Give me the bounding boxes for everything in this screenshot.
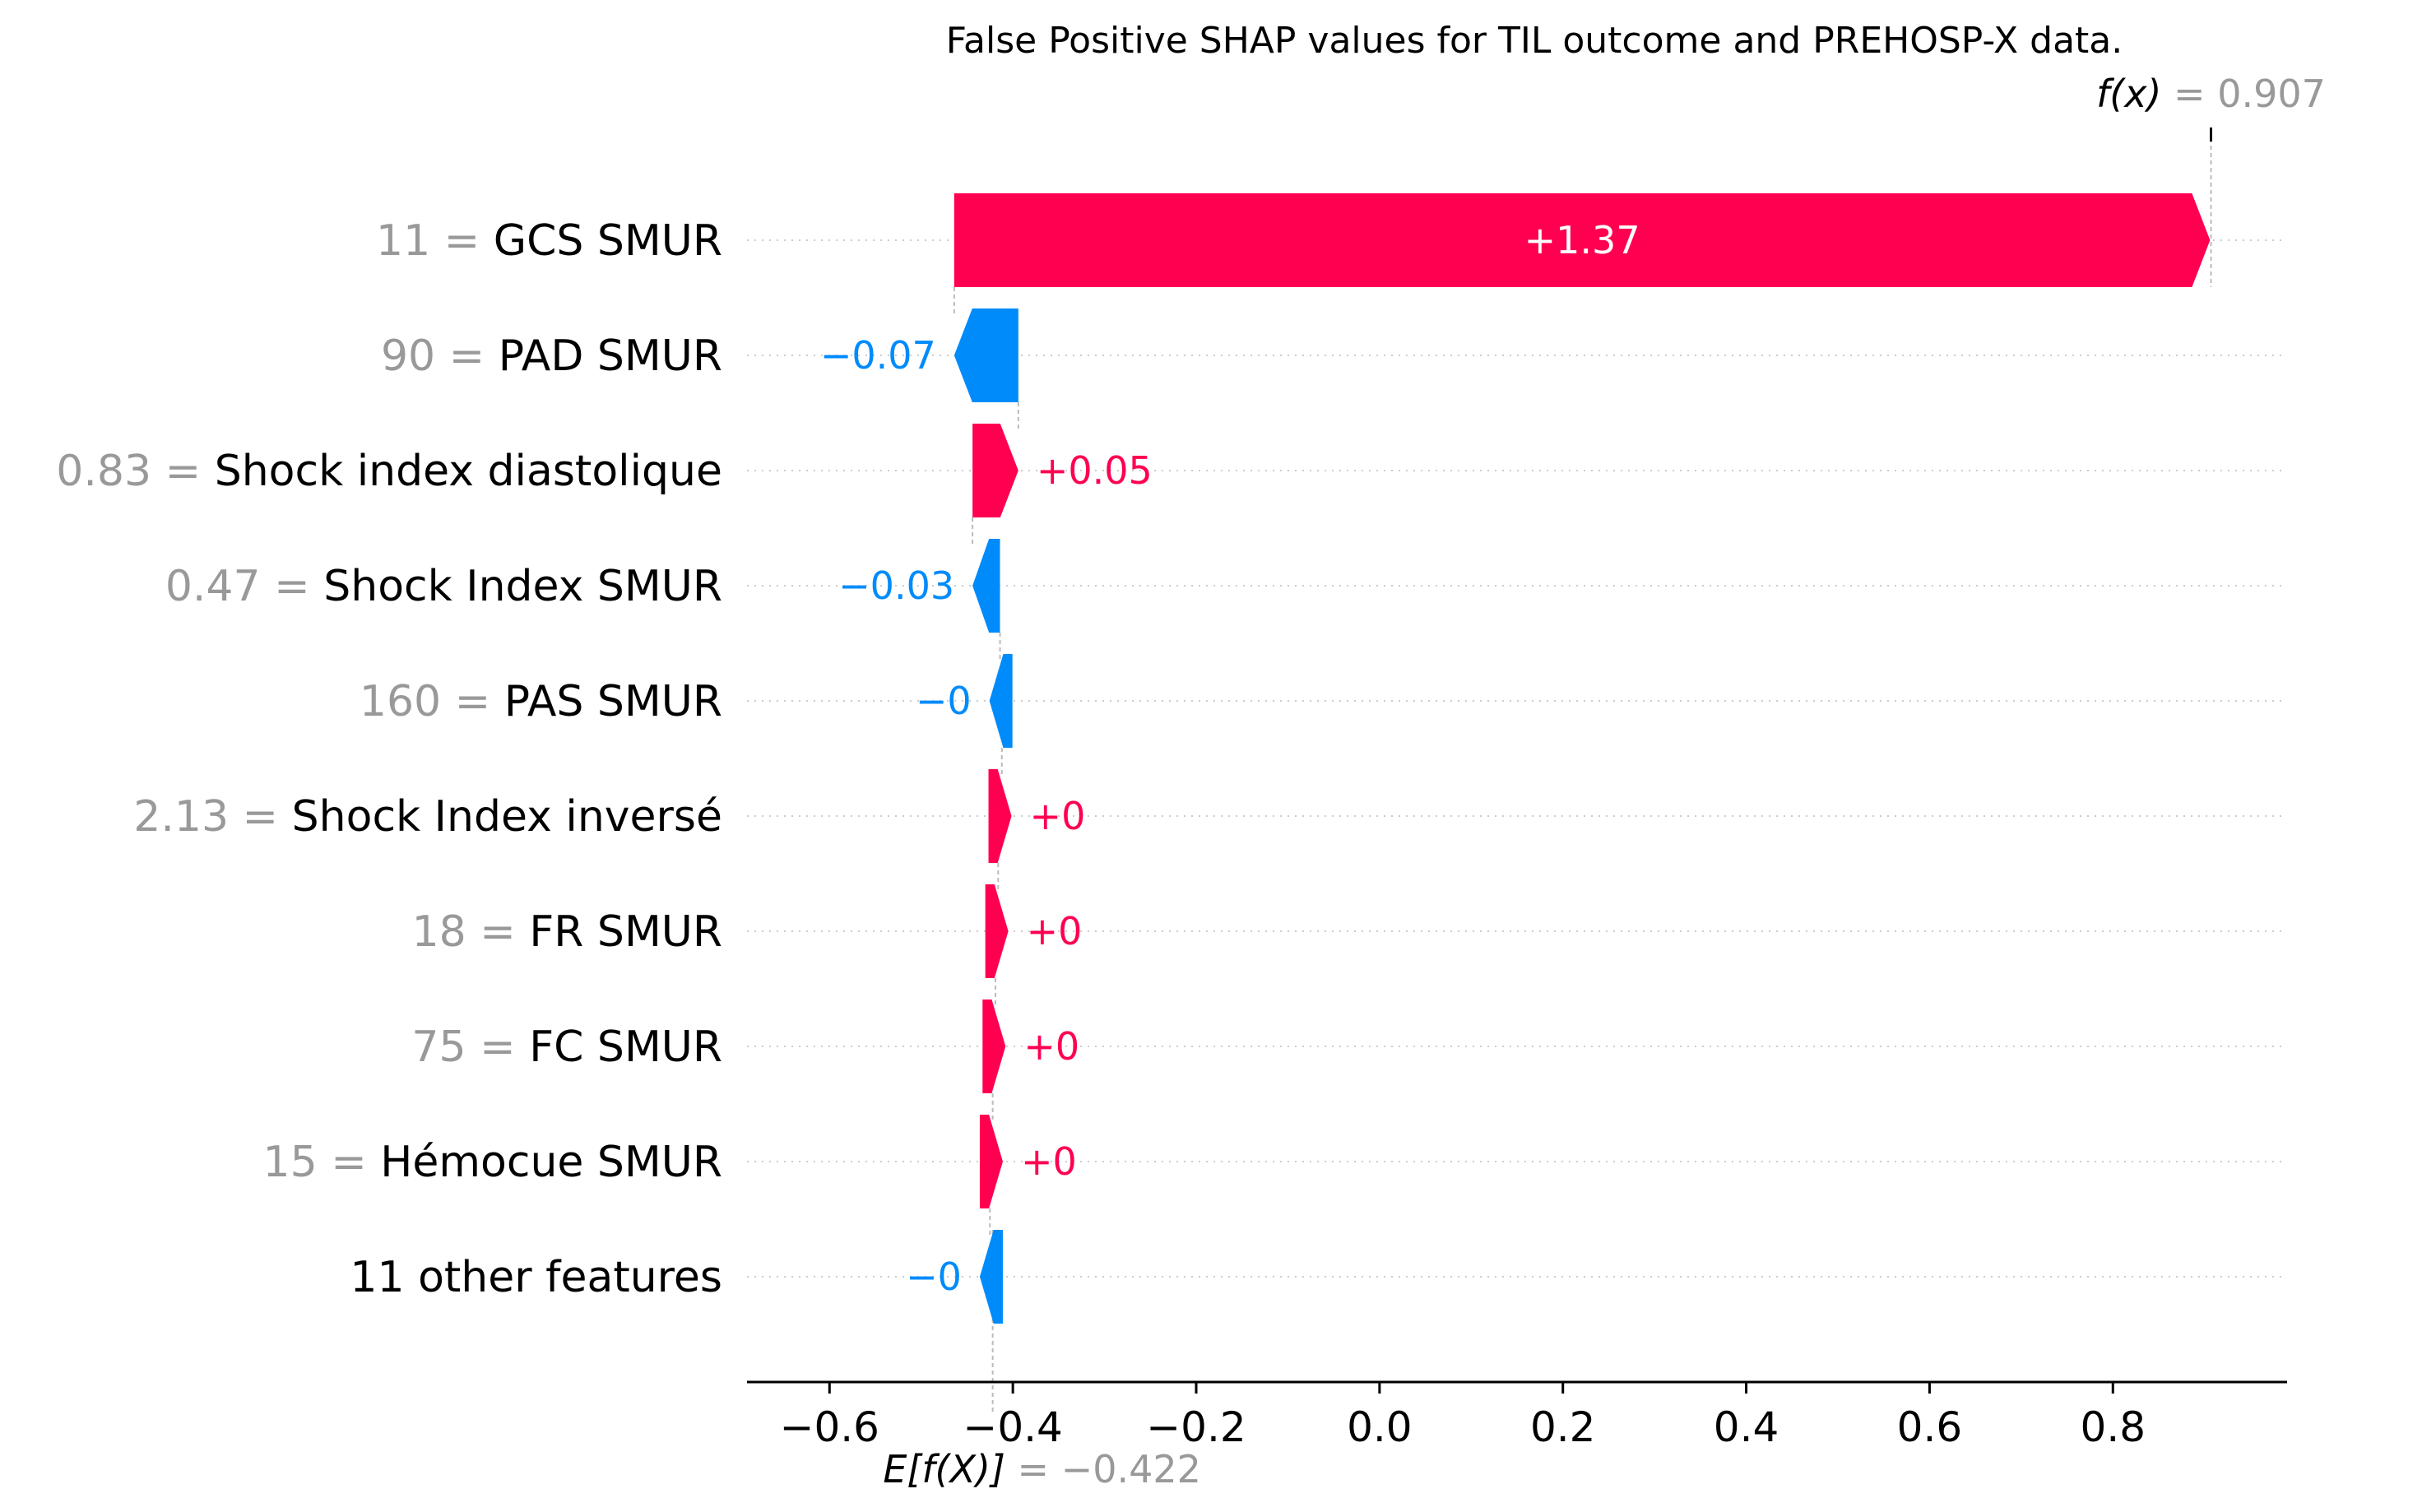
bar-3 [972,539,1000,633]
x-tick-label: 0.2 [1530,1403,1596,1451]
feature-name: Shock Index SMUR [323,562,722,611]
feature-name: PAS SMUR [504,677,722,726]
feature-labels: 11 = GCS SMUR 90 = PAD SMUR 0.83 = Shock i… [56,216,722,1302]
x-tick-label: 0.6 [1897,1403,1963,1451]
feature-name: FC SMUR [529,1023,722,1072]
feature-value: 0.83 = [56,447,214,496]
feature-name: Shock Index inversé [292,792,722,842]
feature-label: 75 = FC SMUR [411,1023,722,1072]
bar-value-label: −0 [916,679,972,723]
bar-6 [985,884,1009,978]
feature-label: 90 = PAD SMUR [381,332,722,381]
bar-9 [979,1230,1003,1324]
chart-title: False Positive SHAP values for TIL outco… [946,20,2123,62]
output-value-label: f(x) = 0.907 [2096,72,2326,116]
feature-label: 15 = Hémocue SMUR [263,1138,723,1187]
feature-value: 2.13 = [133,792,291,842]
bar-value-label: +0 [1021,1139,1077,1184]
bar-value-label: −0.03 [838,564,954,608]
bars: +1.37 −0.07 +0.05 −0.03 −0 +0 +0 +0 +0 −0 [820,193,2211,1324]
base-value-label: E[f(X)] = −0.422 [883,1447,1201,1491]
bar-2 [972,424,1018,517]
feature-value: 160 = [360,677,504,726]
x-tick-label: −0.4 [963,1403,1062,1451]
bar-value-label: −0 [906,1255,962,1299]
feature-value: 15 = [263,1138,381,1187]
feature-label: 2.13 = Shock Index inversé [133,792,722,842]
output-label-prefix: f(x) [2096,72,2161,116]
bar-5 [988,769,1012,863]
bar-0 [953,193,2211,287]
bar-value-label: +0 [1027,909,1083,953]
bar-1 [953,308,1018,402]
x-tick-label: 0.8 [2081,1403,2146,1451]
bar-7 [982,999,1006,1093]
feature-value: 18 = [412,907,530,957]
bar-4 [989,654,1013,748]
x-tick-label: −0.6 [780,1403,879,1451]
feature-value: 90 = [381,332,499,381]
bar-8 [979,1115,1003,1208]
reference-lines [953,128,2213,1415]
x-tick-label: −0.2 [1146,1403,1246,1451]
bar-value-label: −0.07 [820,333,936,378]
feature-value: 0.47 = [165,562,323,611]
feature-name: PAD SMUR [499,332,722,381]
base-label-value: = −0.422 [1005,1447,1201,1491]
feature-name: Hémocue SMUR [380,1138,722,1187]
feature-name: GCS SMUR [494,216,722,266]
bar-value-label: +0 [1030,794,1086,838]
bar-value-label: +0 [1023,1024,1079,1069]
feature-value: 75 = [411,1023,529,1072]
base-label-prefix: E[f(X)] [883,1447,1005,1491]
annotations: f(x) = 0.907 E[f(X)] = −0.422 [883,72,2326,1491]
bar-value-label: +0.05 [1037,448,1153,493]
bar-value-label: +1.37 [1524,218,1640,262]
output-label-value: = 0.907 [2161,72,2325,116]
feature-name: Shock index diastolique [215,447,722,496]
x-tick-label: 0.0 [1347,1403,1413,1451]
feature-name: 11 other features [350,1253,722,1302]
feature-name: FR SMUR [529,907,722,957]
feature-label: 11 other features [350,1253,722,1302]
feature-label: 0.83 = Shock index diastolique [56,447,722,496]
feature-value: 11 = [376,216,494,266]
feature-label: 160 = PAS SMUR [360,677,722,726]
feature-label: 11 = GCS SMUR [376,216,722,266]
feature-label: 18 = FR SMUR [412,907,722,957]
x-tick-label: 0.4 [1714,1403,1779,1451]
feature-label: 0.47 = Shock Index SMUR [165,562,722,611]
x-axis: −0.6 −0.4 −0.2 0.0 0.2 0.4 0.6 0.8 [747,1380,2287,1451]
